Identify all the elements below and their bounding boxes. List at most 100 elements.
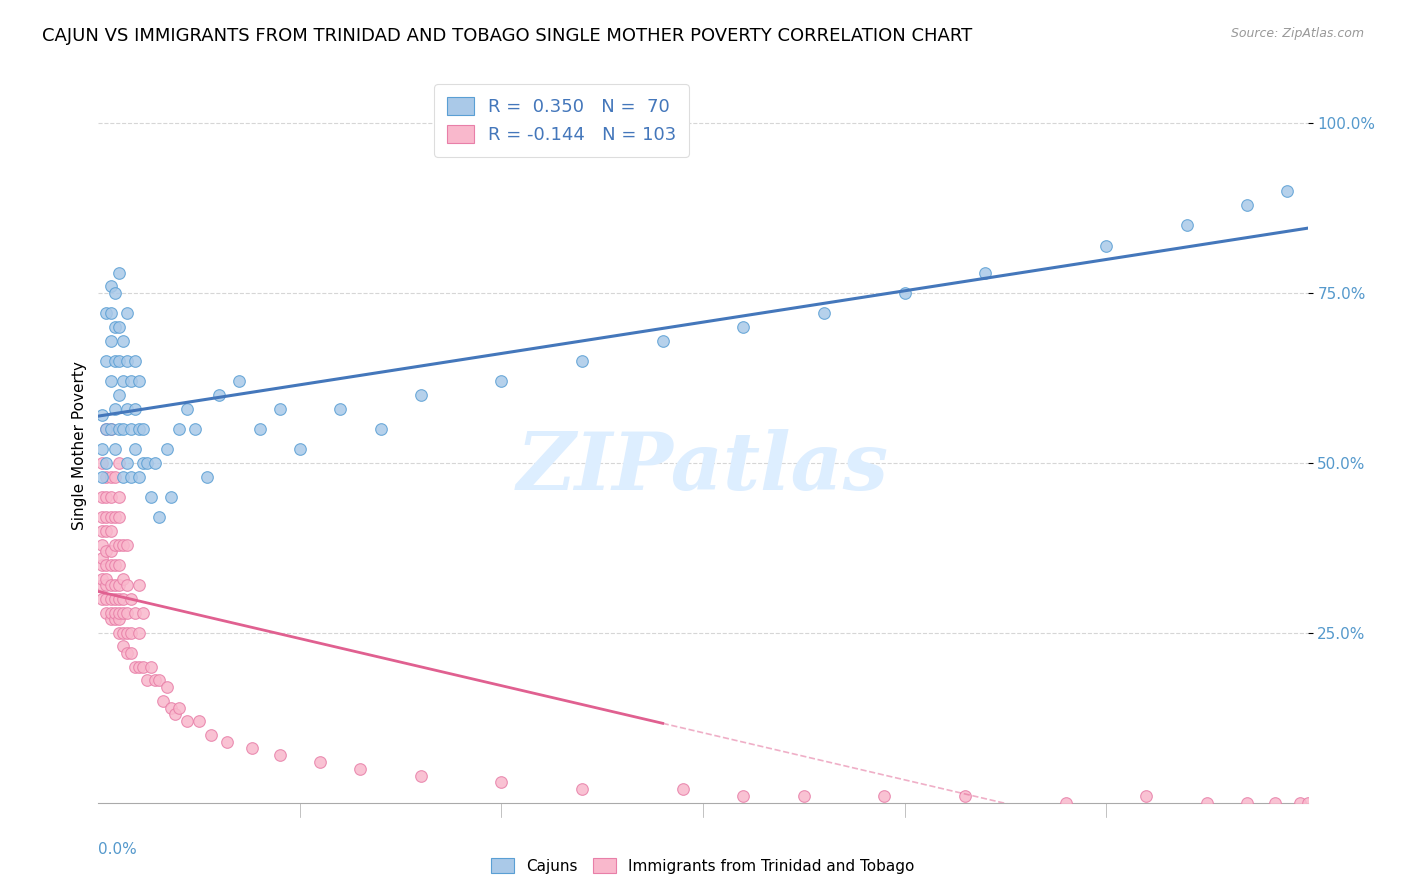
Point <box>160 490 183 504</box>
Point <box>107 490 129 504</box>
Point <box>124 442 146 457</box>
Point <box>152 694 174 708</box>
Point <box>269 748 291 763</box>
Point <box>120 422 142 436</box>
Point <box>111 606 134 620</box>
Point <box>107 612 129 626</box>
Point <box>208 388 231 402</box>
Point <box>167 422 190 436</box>
Point <box>349 762 371 776</box>
Point <box>103 469 125 483</box>
Text: ZIPatlas: ZIPatlas <box>517 429 889 506</box>
Point <box>100 490 122 504</box>
Point <box>107 456 129 470</box>
Point <box>120 591 142 606</box>
Point <box>91 409 114 423</box>
Point <box>1236 198 1258 212</box>
Point <box>672 782 695 797</box>
Point <box>188 714 211 729</box>
Point <box>91 456 114 470</box>
Point <box>571 354 593 368</box>
Point <box>100 524 122 538</box>
Point <box>107 266 129 280</box>
Point <box>91 510 114 524</box>
Point <box>103 578 125 592</box>
Point <box>100 334 122 348</box>
Point <box>107 591 129 606</box>
Point <box>1054 796 1077 810</box>
Point <box>103 606 125 620</box>
Point <box>96 422 118 436</box>
Point <box>240 741 263 756</box>
Point <box>288 442 311 457</box>
Point <box>135 456 157 470</box>
Point <box>1135 789 1157 803</box>
Point <box>124 660 146 674</box>
Point <box>107 388 129 402</box>
Point <box>139 660 162 674</box>
Point <box>100 510 122 524</box>
Legend: Cajuns, Immigrants from Trinidad and Tobago: Cajuns, Immigrants from Trinidad and Tob… <box>485 852 921 880</box>
Point <box>128 578 150 592</box>
Point <box>115 606 138 620</box>
Point <box>1175 218 1198 232</box>
Point <box>132 660 155 674</box>
Point <box>91 537 114 551</box>
Point <box>100 558 122 572</box>
Point <box>409 769 432 783</box>
Point <box>91 578 114 592</box>
Y-axis label: Single Mother Poverty: Single Mother Poverty <box>72 361 87 531</box>
Point <box>491 775 513 789</box>
Point <box>651 334 673 348</box>
Point <box>793 789 815 803</box>
Point <box>115 401 138 416</box>
Point <box>107 510 129 524</box>
Point <box>103 286 125 301</box>
Point <box>120 646 142 660</box>
Point <box>100 375 122 389</box>
Point <box>115 578 138 592</box>
Point <box>176 401 198 416</box>
Point <box>143 673 166 688</box>
Point <box>124 606 146 620</box>
Point <box>107 578 129 592</box>
Point <box>100 422 122 436</box>
Point <box>491 375 513 389</box>
Point <box>96 469 118 483</box>
Point <box>195 469 218 483</box>
Point <box>111 375 134 389</box>
Point <box>1277 184 1299 198</box>
Point <box>120 375 142 389</box>
Point <box>107 606 129 620</box>
Point <box>103 354 125 368</box>
Point <box>135 673 157 688</box>
Point <box>1195 796 1218 810</box>
Point <box>115 354 138 368</box>
Point <box>128 626 150 640</box>
Text: 0.0%: 0.0% <box>98 842 138 857</box>
Point <box>111 334 134 348</box>
Point <box>103 558 125 572</box>
Point <box>124 401 146 416</box>
Point <box>111 537 134 551</box>
Point <box>107 537 129 551</box>
Point <box>96 591 118 606</box>
Point <box>103 510 125 524</box>
Point <box>107 354 129 368</box>
Point <box>120 469 142 483</box>
Point <box>1288 796 1310 810</box>
Point <box>873 789 896 803</box>
Point <box>813 306 835 320</box>
Point <box>953 789 976 803</box>
Point <box>156 442 179 457</box>
Point <box>115 626 138 640</box>
Point <box>143 456 166 470</box>
Text: CAJUN VS IMMIGRANTS FROM TRINIDAD AND TOBAGO SINGLE MOTHER POVERTY CORRELATION C: CAJUN VS IMMIGRANTS FROM TRINIDAD AND TO… <box>42 27 973 45</box>
Point <box>200 728 222 742</box>
Point <box>96 524 118 538</box>
Point <box>571 782 593 797</box>
Point <box>733 789 755 803</box>
Point <box>115 646 138 660</box>
Point <box>111 469 134 483</box>
Point <box>309 755 332 769</box>
